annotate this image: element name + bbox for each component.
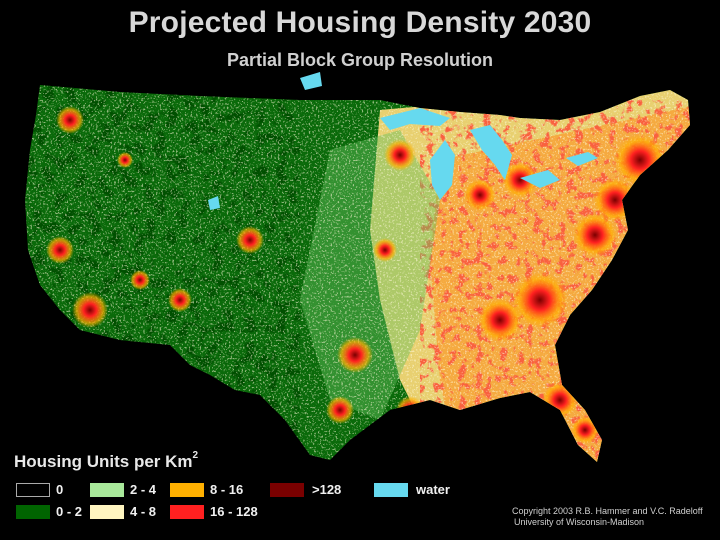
legend-label-water: water: [416, 482, 450, 497]
water-bodies: [208, 72, 598, 210]
legend-swatch-2-4: [90, 483, 124, 497]
legend-swatch-water: [374, 483, 408, 497]
legend-swatch-4-8: [90, 505, 124, 519]
legend-label-2-4: 2 - 4: [130, 482, 157, 497]
legend-label-over-128: >128: [312, 482, 342, 497]
copyright: Copyright 2003 R.B. Hammer and V.C. Rade…: [512, 506, 703, 528]
legend-swatch-8-16: [170, 483, 204, 497]
copyright-line1: Copyright 2003 R.B. Hammer and V.C. Rade…: [512, 506, 703, 516]
copyright-line2: University of Wisconsin-Madison: [514, 517, 645, 527]
legend-title-text: Housing Units per Km: [14, 452, 193, 471]
legend-title-superscript: 2: [192, 450, 199, 462]
map-title: Projected Housing Density 2030: [128, 6, 592, 39]
legend-swatch-16-128: [170, 505, 204, 519]
map-subtitle: Partial Block Group Resolution: [226, 50, 494, 70]
legend-label-8-16: 8 - 16: [210, 482, 244, 497]
legend-label-4-8: 4 - 8: [130, 504, 157, 519]
legend-label-0: 0: [56, 482, 64, 497]
legend-swatch-0-2: [16, 505, 50, 519]
legend-label-16-128: 16 - 128: [210, 504, 258, 519]
legend-label-0-2: 0 - 2: [56, 504, 83, 519]
legend-swatch-over-128: [270, 483, 304, 497]
legend-swatch-0: [16, 483, 50, 497]
legend-title: Housing Units per Km2: [14, 450, 199, 472]
